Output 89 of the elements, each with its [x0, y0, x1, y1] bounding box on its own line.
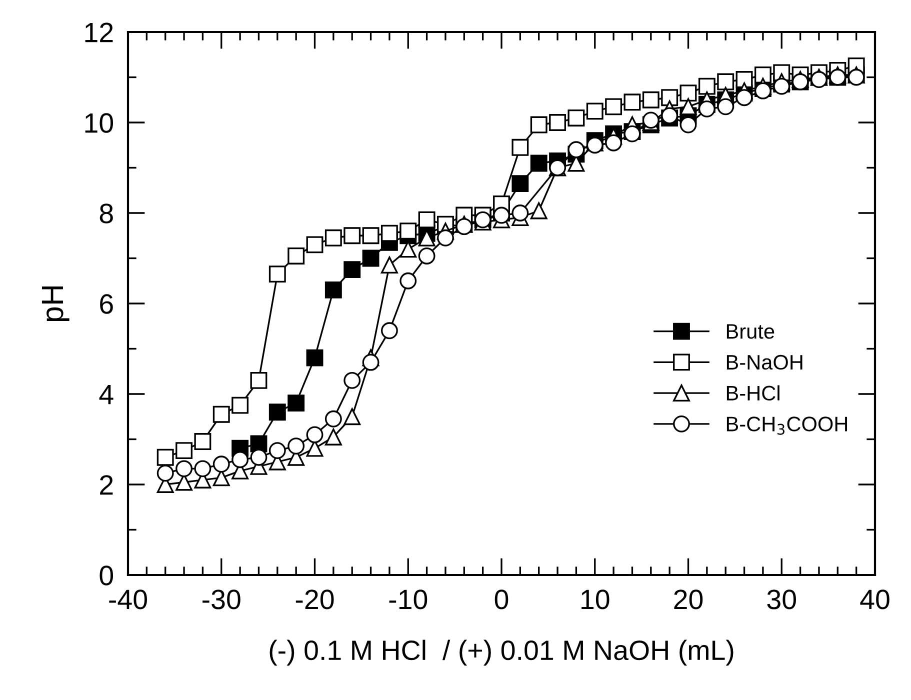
- point: [362, 227, 380, 244]
- point: [306, 349, 324, 366]
- point: [512, 138, 529, 156]
- point: [250, 448, 268, 466]
- point: [176, 460, 192, 478]
- x-tick-label: 10: [582, 590, 610, 610]
- legend-label: B-HCl: [726, 385, 780, 401]
- point: [344, 261, 361, 278]
- point: [698, 78, 716, 95]
- y-axis-title: pH: [42, 286, 70, 322]
- point: [344, 227, 361, 244]
- point: [400, 222, 417, 240]
- point: [400, 272, 417, 290]
- point: [288, 248, 305, 264]
- point: [194, 460, 212, 478]
- point: [680, 84, 697, 102]
- y-tick-label: 10: [85, 113, 114, 133]
- point: [194, 433, 212, 450]
- point: [437, 229, 454, 246]
- point: [418, 211, 436, 228]
- point: [624, 94, 641, 111]
- point: [288, 438, 305, 455]
- x-tick-label: 20: [674, 590, 703, 610]
- point: [362, 354, 380, 371]
- x-tick-label: -10: [389, 590, 428, 610]
- point: [306, 236, 324, 254]
- point: [754, 66, 772, 84]
- point: [268, 404, 286, 421]
- point: [605, 98, 622, 116]
- point: [810, 71, 828, 88]
- point: [773, 78, 790, 95]
- point: [306, 426, 324, 444]
- point: [456, 218, 473, 236]
- point: [344, 372, 361, 389]
- point: [324, 229, 342, 246]
- point: [268, 266, 286, 283]
- x-axis-title: (-) 0.1 M HCl / (+) 0.01 M NaOH (mL): [270, 640, 734, 666]
- point: [232, 451, 249, 468]
- point: [530, 154, 548, 172]
- point: [698, 100, 716, 118]
- x-tick-label: -20: [296, 590, 334, 610]
- point: [680, 116, 697, 134]
- x-tick-label: 40: [860, 590, 890, 610]
- x-tick-label: 0: [494, 590, 508, 610]
- point: [212, 456, 230, 473]
- point: [156, 448, 174, 466]
- y-tick-label: 8: [100, 204, 113, 224]
- point: [642, 91, 660, 108]
- point: [268, 442, 286, 460]
- point: [586, 102, 604, 120]
- point: [493, 206, 510, 224]
- point: [156, 464, 174, 482]
- point: [717, 98, 734, 116]
- point: [661, 89, 678, 106]
- y-tick-label: 0: [100, 566, 114, 586]
- point: [380, 224, 398, 242]
- x-tick-label: -40: [109, 590, 147, 610]
- point: [380, 322, 398, 340]
- y-tick-label: 6: [100, 294, 113, 314]
- legend-label: B-CH$_{3}$COOH: [726, 416, 848, 435]
- point: [717, 73, 734, 90]
- x-tick-label: -30: [202, 590, 240, 610]
- point: [362, 250, 380, 267]
- point: [549, 114, 566, 131]
- point: [512, 204, 529, 222]
- point: [848, 68, 865, 86]
- point: [586, 136, 604, 154]
- y-tick-label: 4: [99, 384, 114, 404]
- point: [605, 134, 622, 152]
- point: [324, 410, 342, 428]
- point: [736, 71, 753, 88]
- point: [418, 248, 436, 264]
- point: [288, 394, 305, 412]
- point: [530, 116, 548, 134]
- point: [568, 141, 585, 158]
- point: [232, 396, 249, 414]
- point: [568, 110, 585, 126]
- point: [344, 408, 361, 426]
- x-tick-label: 30: [767, 590, 796, 610]
- point: [380, 256, 398, 274]
- legend-label: Brute: [726, 324, 774, 339]
- legend-label: B-NaOH: [726, 354, 802, 370]
- point: [512, 175, 529, 192]
- y-tick-label: 12: [85, 22, 113, 42]
- point: [212, 406, 230, 423]
- point: [176, 442, 192, 460]
- y-tick-label: 2: [100, 475, 113, 495]
- point: [324, 281, 342, 298]
- point: [250, 372, 268, 389]
